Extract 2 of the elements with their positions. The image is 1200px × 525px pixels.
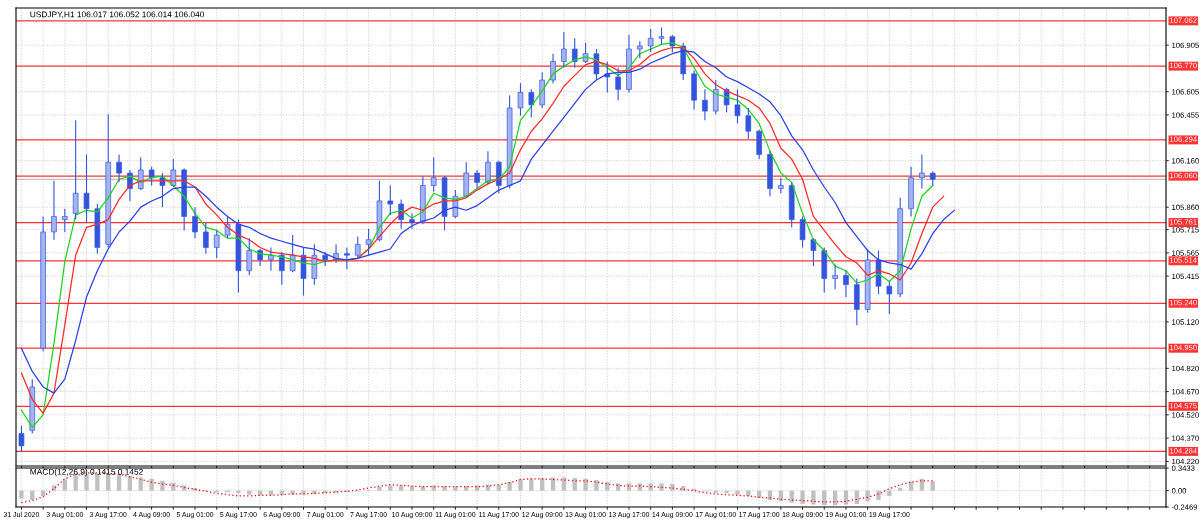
chart-title: USDJPY,H1 106.017 106.052 106.014 106.040 [30,11,204,19]
chart-title: MACD(12,26,9) 0.1415 0.1452 [30,468,143,477]
